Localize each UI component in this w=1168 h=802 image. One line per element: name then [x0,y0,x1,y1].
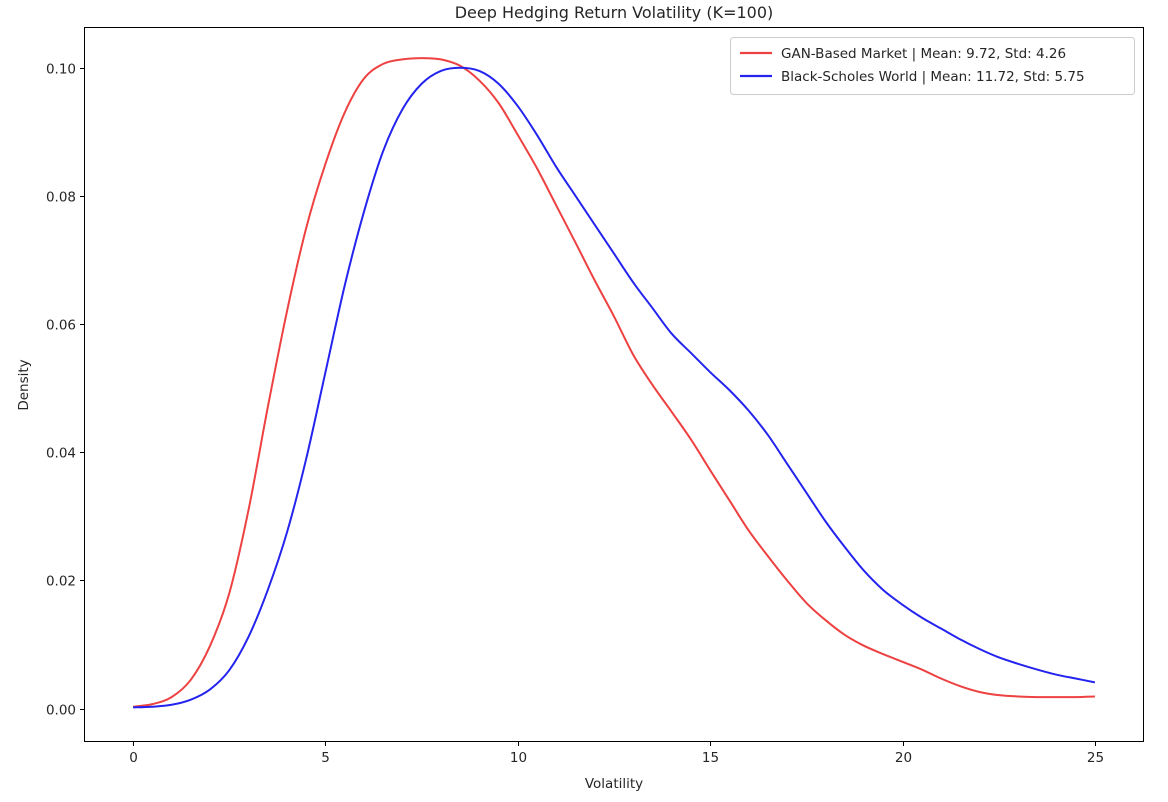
y-tick-label: 0.04 [46,446,76,462]
series-line-gan [132,57,1095,708]
axes-frame [84,27,1144,742]
y-tick-label: 0.00 [46,703,76,719]
x-tick-label: 15 [702,750,719,766]
y-tick-label: 0.06 [46,318,76,334]
legend-box [730,37,1135,95]
legend-label-black-scholes: Black-Scholes World | Mean: 11.72, Std: … [781,69,1085,85]
plot-area [132,57,1096,709]
x-axis-label: Volatility [585,776,643,792]
y-tick-label: 0.10 [46,62,76,78]
x-tick-label: 20 [895,750,912,766]
legend: GAN-Based Market | Mean: 9.72, Std: 4.26… [730,37,1135,95]
x-tick-label: 0 [129,750,138,766]
y-tick-label: 0.08 [46,190,76,206]
x-tick-label: 10 [510,750,527,766]
y-axis-label: Density [16,359,32,410]
series-line-black-scholes [133,66,1096,709]
y-axis: 0.00 0.02 0.04 0.06 0.08 0.10 [46,62,85,719]
legend-label-gan: GAN-Based Market | Mean: 9.72, Std: 4.26 [781,46,1066,62]
x-tick-label: 25 [1087,750,1104,766]
x-axis: 0 5 10 15 20 25 [129,741,1104,766]
y-tick-label: 0.02 [46,574,76,590]
chart-title: Deep Hedging Return Volatility (K=100) [455,3,774,22]
x-tick-label: 5 [321,750,330,766]
